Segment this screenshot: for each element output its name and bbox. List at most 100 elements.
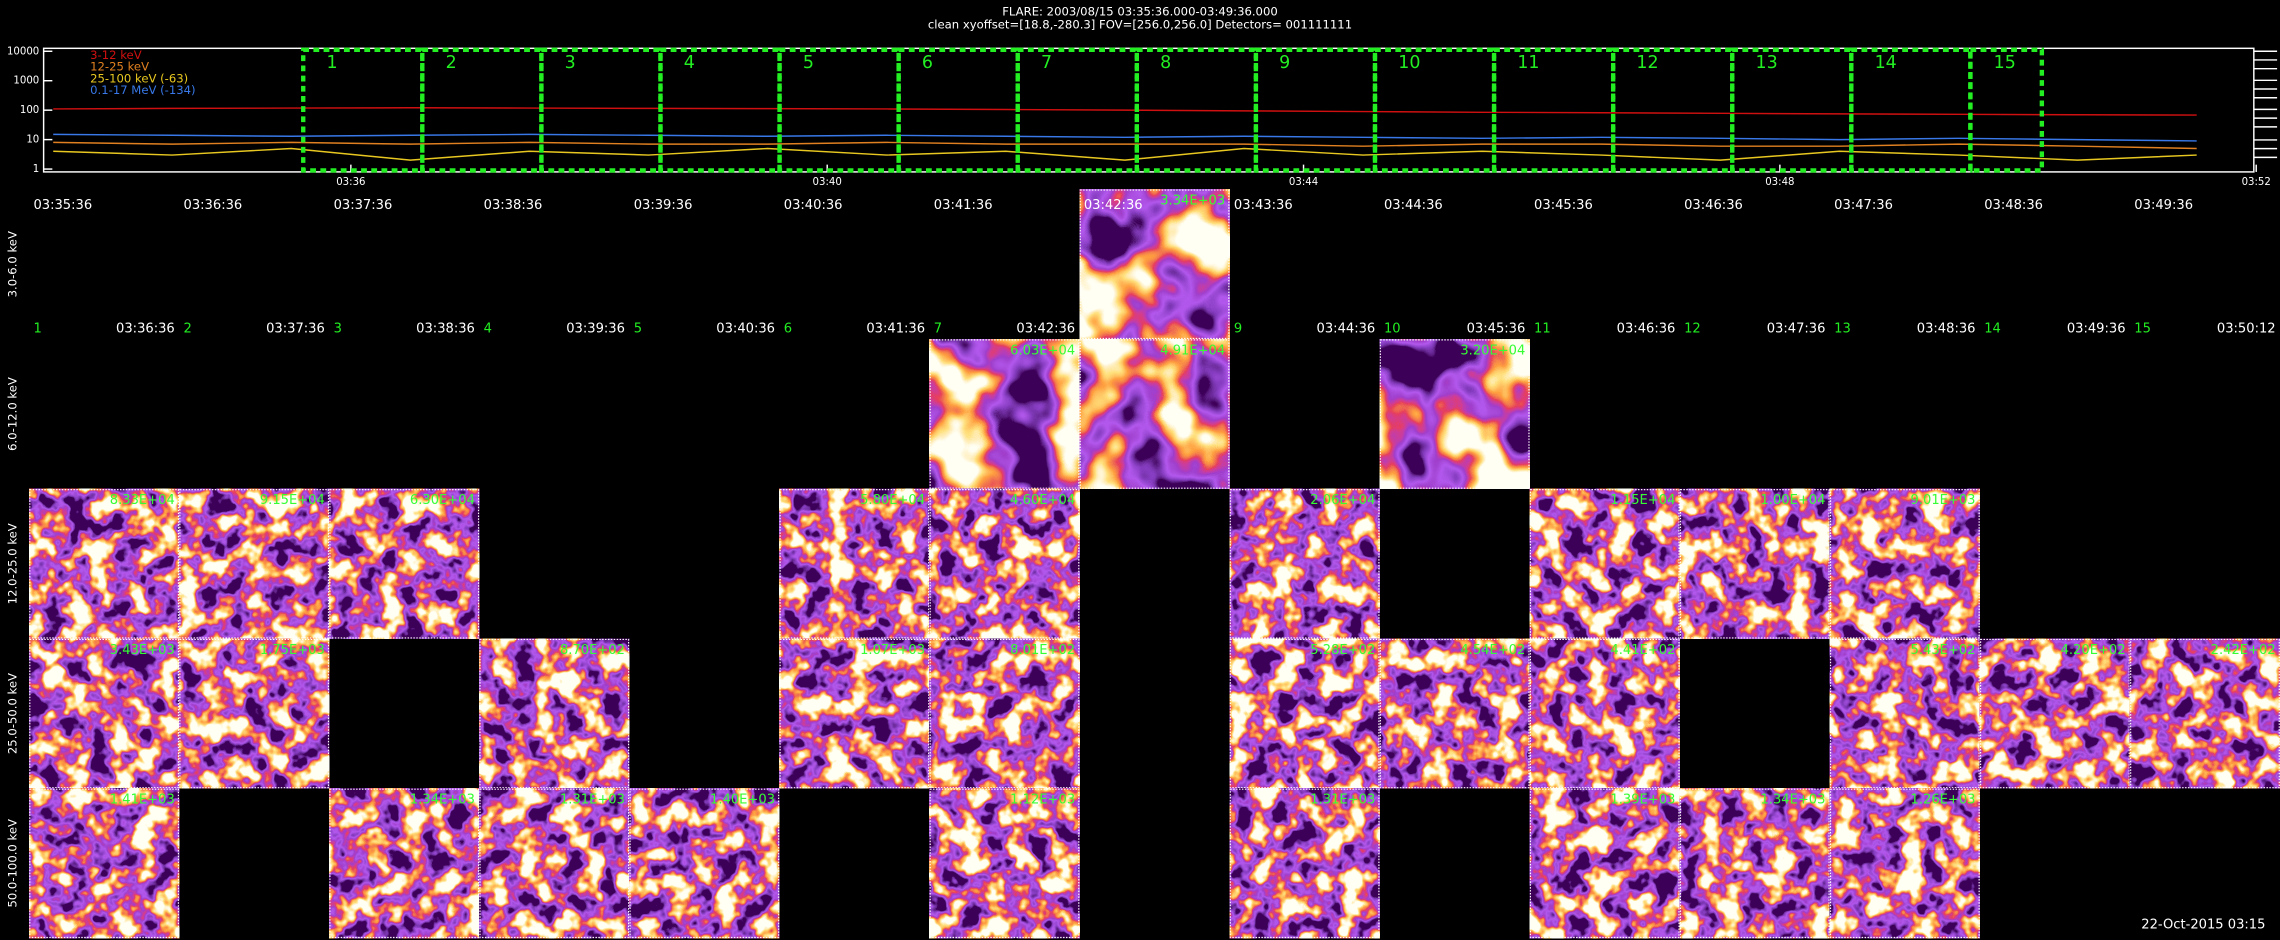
image-cell xyxy=(1379,339,1530,489)
column-end-time: 03:46:36 xyxy=(1617,321,1676,336)
column-start-time: 03:46:36 xyxy=(1684,198,1743,213)
time-interval-box xyxy=(777,47,901,173)
interval-label: 10 xyxy=(1398,53,1420,73)
interval-label: 11 xyxy=(1517,53,1539,73)
image-cell xyxy=(1529,638,1680,789)
y-tick-label: 100 xyxy=(20,105,39,116)
row-label: 6.0-12.0 keV xyxy=(6,377,20,451)
column-end-time: 03:48:36 xyxy=(1917,321,1976,336)
image-max-label: 1.39E+03 xyxy=(1610,793,1675,808)
image-cell xyxy=(779,488,930,639)
time-interval-box xyxy=(1610,47,1735,173)
x-tick-label: 03:48 xyxy=(1765,177,1794,188)
interval-label: 13 xyxy=(1756,53,1778,73)
legend-entry: 0.1-17 MeV (-134) xyxy=(90,83,195,97)
row-label: 12.0-25.0 keV xyxy=(6,523,20,604)
x-tick-label: 03:52 xyxy=(2242,177,2271,188)
image-max-label: 1.34E+03 xyxy=(1760,793,1825,808)
image-max-label: 5.28E+02 xyxy=(1310,643,1375,658)
image-cell xyxy=(1079,339,1230,489)
image-cell xyxy=(179,638,330,789)
time-interval-box xyxy=(658,47,782,173)
interval-label: 1 xyxy=(326,53,337,73)
image-max-label: 4.60E+04 xyxy=(1010,493,1075,508)
image-max-label: 1.26E+03 xyxy=(1911,793,1976,808)
column-number: 14 xyxy=(1984,321,2001,336)
lightcurve-line xyxy=(53,133,2197,142)
image-cell xyxy=(1079,189,1230,340)
interval-label: 2 xyxy=(446,53,457,73)
interval-label: 4 xyxy=(684,53,695,73)
image-max-label: 1.31E+03 xyxy=(560,793,625,808)
column-start-time: 03:49:36 xyxy=(2134,198,2193,213)
interval-label: 9 xyxy=(1279,53,1290,73)
image-cell xyxy=(1679,488,1830,639)
column-start-time: 03:35:36 xyxy=(33,198,92,213)
image-max-label: 5.80E+04 xyxy=(860,493,925,508)
column-number: 12 xyxy=(1684,321,1701,336)
image-cell xyxy=(29,638,180,789)
image-cell xyxy=(1229,788,1380,939)
image-max-label: 8.01E+02 xyxy=(1010,643,1075,658)
row-label: 50.0-100.0 keV xyxy=(6,819,20,908)
column-end-time: 03:37:36 xyxy=(266,321,325,336)
column-number: 2 xyxy=(184,321,192,336)
image-max-label: 1.12E+03 xyxy=(1010,793,1075,808)
column-number: 4 xyxy=(484,321,492,336)
time-interval-box xyxy=(1968,47,2045,173)
image-max-label: 4.54E+02 xyxy=(1460,643,1525,658)
image-cell xyxy=(329,488,480,639)
image-max-label: 1.34E+03 xyxy=(410,793,475,808)
image-max-label: 8.70E+02 xyxy=(560,643,625,658)
image-max-label: 1.00E+04 xyxy=(1760,493,1825,508)
time-interval-box xyxy=(1134,47,1259,173)
x-tick-label: 03:44 xyxy=(1289,177,1318,188)
column-number: 15 xyxy=(2134,321,2151,336)
interval-label: 14 xyxy=(1875,53,1897,73)
row-label: 3.0-6.0 keV xyxy=(6,231,20,297)
column-end-time: 03:40:36 xyxy=(716,321,775,336)
image-cell xyxy=(29,788,180,939)
time-interval-box xyxy=(1849,47,1973,173)
image-cell xyxy=(779,638,930,789)
column-start-time: 03:40:36 xyxy=(784,198,843,213)
column-start-time: 03:36:36 xyxy=(184,198,243,213)
interval-label: 15 xyxy=(1994,53,2016,73)
image-max-label: 3.20E+04 xyxy=(1460,343,1525,358)
column-start-time: 03:42:36 xyxy=(1084,198,1143,213)
footer-date: 22-Oct-2015 03:15 xyxy=(2141,918,2265,933)
time-interval-box xyxy=(896,47,1020,173)
image-cell xyxy=(1529,788,1680,939)
x-tick-label: 03:36 xyxy=(336,177,365,188)
image-cell xyxy=(629,788,780,939)
image-max-label: 4.91E+04 xyxy=(1160,343,1225,358)
image-max-label: 1.07E+03 xyxy=(860,643,925,658)
legend-entry: 3-12 keV xyxy=(90,48,142,62)
interval-label: 7 xyxy=(1041,53,1052,73)
column-start-time: 03:45:36 xyxy=(1534,198,1593,213)
column-number: 9 xyxy=(1234,321,1242,336)
right-axis-ticks xyxy=(2253,50,2278,159)
column-number: 6 xyxy=(784,321,792,336)
image-cell xyxy=(929,788,1080,939)
image-max-label: 5.43E+02 xyxy=(1911,643,1976,658)
column-number: 10 xyxy=(1384,321,1401,336)
column-end-time: 03:39:36 xyxy=(566,321,625,336)
column-start-time: 03:44:36 xyxy=(1384,198,1443,213)
column-end-time: 03:42:36 xyxy=(1016,321,1075,336)
column-number: 11 xyxy=(1534,321,1551,336)
image-cell xyxy=(1229,488,1380,639)
lightcurve-line xyxy=(53,141,2197,150)
image-cell xyxy=(2129,638,2280,789)
column-start-time: 03:37:36 xyxy=(334,198,393,213)
image-max-label: 3.34E+03 xyxy=(1160,193,1225,208)
image-cell xyxy=(1829,788,1980,939)
image-cell xyxy=(179,488,330,639)
image-cell xyxy=(1679,788,1830,939)
image-max-label: 1.41E+03 xyxy=(110,793,175,808)
interval-label: 5 xyxy=(803,53,814,73)
x-tick-label: 03:40 xyxy=(813,177,842,188)
image-cell xyxy=(929,638,1080,789)
time-interval-box xyxy=(1015,47,1139,173)
